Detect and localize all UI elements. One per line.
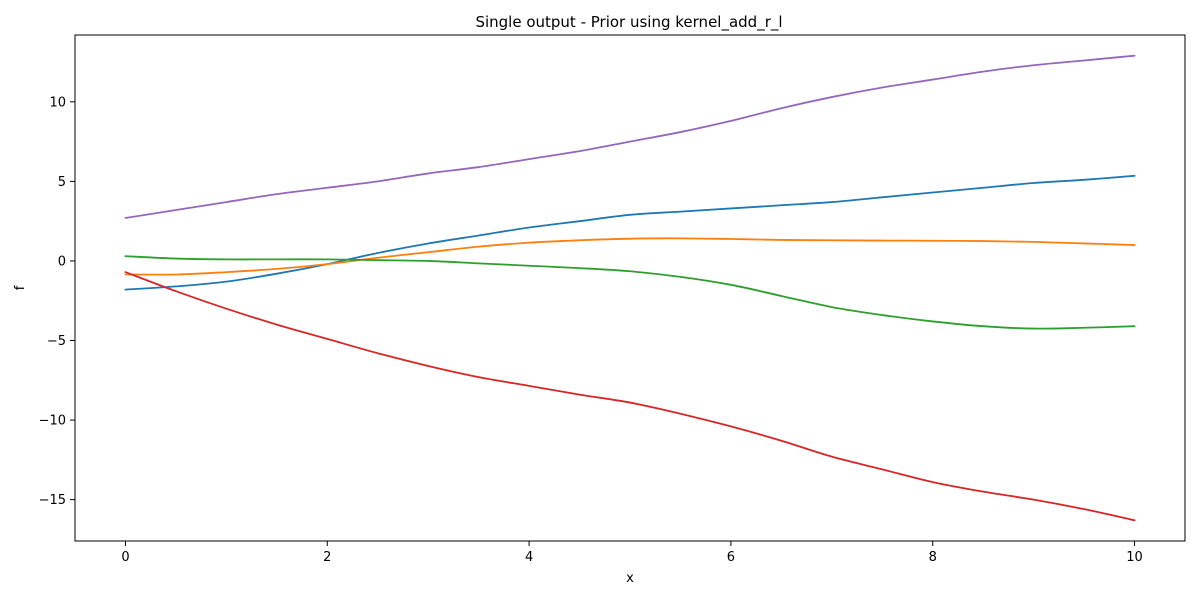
chart-title: Single output - Prior using kernel_add_r… xyxy=(475,13,782,32)
y-tick-label: 10 xyxy=(49,95,66,110)
x-axis: 0 2 4 6 8 10 xyxy=(121,541,1143,565)
x-axis-label: x xyxy=(626,571,634,586)
x-tick-label: 6 xyxy=(727,550,735,565)
series-line-5 xyxy=(124,54,1136,219)
y-axis-label: f xyxy=(13,285,28,290)
y-tick-label: −15 xyxy=(39,493,66,508)
y-tick-label: −10 xyxy=(39,414,66,429)
y-tick-label: −5 xyxy=(47,334,66,349)
x-tick-label: 10 xyxy=(1126,550,1143,565)
x-tick-label: 4 xyxy=(525,550,533,565)
series-line-1 xyxy=(124,174,1136,291)
series-line-4 xyxy=(124,271,1136,522)
y-axis: 10 5 0 −5 −10 −15 xyxy=(39,95,75,508)
series-line-2 xyxy=(124,237,1136,276)
plot-area-frame xyxy=(74,34,1186,542)
x-tick-label: 8 xyxy=(929,550,937,565)
x-tick-label: 0 xyxy=(121,550,129,565)
series-layer xyxy=(124,54,1136,522)
y-tick-label: 0 xyxy=(58,254,66,269)
y-tick-label: 5 xyxy=(58,175,66,190)
x-tick-label: 2 xyxy=(323,550,331,565)
series-line-3 xyxy=(124,255,1136,330)
